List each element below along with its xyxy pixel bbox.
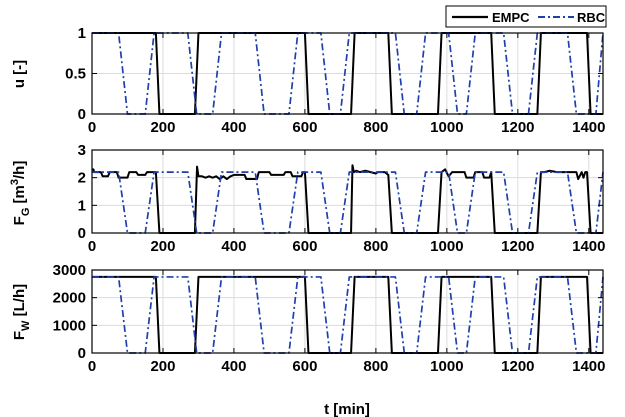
fg-y-tick-label: 1	[78, 197, 86, 214]
panel-fw: 0 200 400 600 800 1000 1200 1400 0 1000 2000 3000	[53, 262, 606, 375]
fg-plot-area	[92, 150, 603, 233]
fg-axes-frame	[91, 149, 604, 234]
fg-ylabel-sup: 3	[9, 179, 21, 185]
fw-axes-frame	[91, 269, 604, 354]
fg-x-tick-label: 1400	[572, 238, 605, 255]
u-x-tick-label: 800	[363, 119, 388, 136]
fw-y-tick-label: 1000	[53, 317, 86, 334]
u-x-tick-label: 400	[221, 119, 246, 136]
fw-x-tick-label: 400	[221, 358, 246, 375]
u-y-tick-label: 1	[78, 25, 86, 42]
fg-ylabel: FG [m3/h]	[9, 161, 32, 226]
fw-x-tick-label: 0	[88, 358, 96, 375]
fw-x-tick-label: 200	[150, 358, 175, 375]
fw-ylabel: FW [L/h]	[11, 284, 32, 340]
fw-x-tick-label: 1000	[430, 358, 463, 375]
fw-ylabel-main: F	[11, 331, 28, 340]
fw-plot-area	[92, 270, 603, 353]
fw-x-tick-label: 600	[292, 358, 317, 375]
fg-ylabel-main: F	[11, 216, 28, 225]
fg-x-tick-label: 800	[363, 238, 388, 255]
panel-fg: 0 200 400 600 800 1000 1200 1400 0 1 2 3	[78, 142, 606, 255]
legend: EMPC RBC	[445, 5, 607, 28]
u-series-empc	[92, 32, 603, 115]
fg-ylabel-sub: G	[20, 208, 32, 217]
legend-box	[445, 5, 607, 28]
fg-x-tick-label: 600	[292, 238, 317, 255]
u-x-tick-label: 200	[150, 119, 175, 136]
fg-x-tick-label: 200	[150, 238, 175, 255]
fg-y-tick-label: 2	[78, 170, 86, 187]
u-x-tick-label: 1200	[501, 119, 534, 136]
fg-x-tick-label: 400	[221, 238, 246, 255]
legend-rbc-label: RBC	[577, 10, 606, 25]
u-x-tick-label: 1000	[430, 119, 463, 136]
fw-ylabel-rest: [L/h]	[11, 284, 28, 321]
fw-ylabel-sub: W	[20, 320, 32, 331]
fg-x-tick-label: 1200	[501, 238, 534, 255]
fw-x-tick-label: 800	[363, 358, 388, 375]
fw-x-tick-label: 1400	[572, 358, 605, 375]
u-y-tick-label: 0	[78, 106, 86, 123]
fg-ylabel-end: /h]	[11, 161, 28, 179]
u-y-tick-label: 0.5	[65, 66, 86, 83]
legend-empc-label: EMPC	[492, 10, 530, 25]
fg-y-tick-label: 0	[78, 225, 86, 242]
fg-y-tick-label: 3	[78, 142, 86, 159]
fw-y-tick-label: 2000	[53, 290, 86, 307]
u-ylabel: u [-]	[11, 60, 28, 88]
u-x-tick-label: 600	[292, 119, 317, 136]
panel-u: 0 200 400 600 800 1000 1200 1400 0 0.5 1	[65, 25, 605, 136]
fg-x-tick-label: 0	[88, 238, 96, 255]
fw-x-tick-label: 1200	[501, 358, 534, 375]
x-axis-label: t [min]	[324, 401, 370, 417]
fw-y-tick-label: 3000	[53, 262, 86, 279]
u-x-tick-label: 0	[88, 119, 96, 136]
u-x-tick-label: 1400	[572, 119, 605, 136]
fg-ylabel-rest: [m	[11, 185, 28, 208]
fw-y-tick-label: 0	[78, 345, 86, 362]
fg-x-tick-label: 1000	[430, 238, 463, 255]
